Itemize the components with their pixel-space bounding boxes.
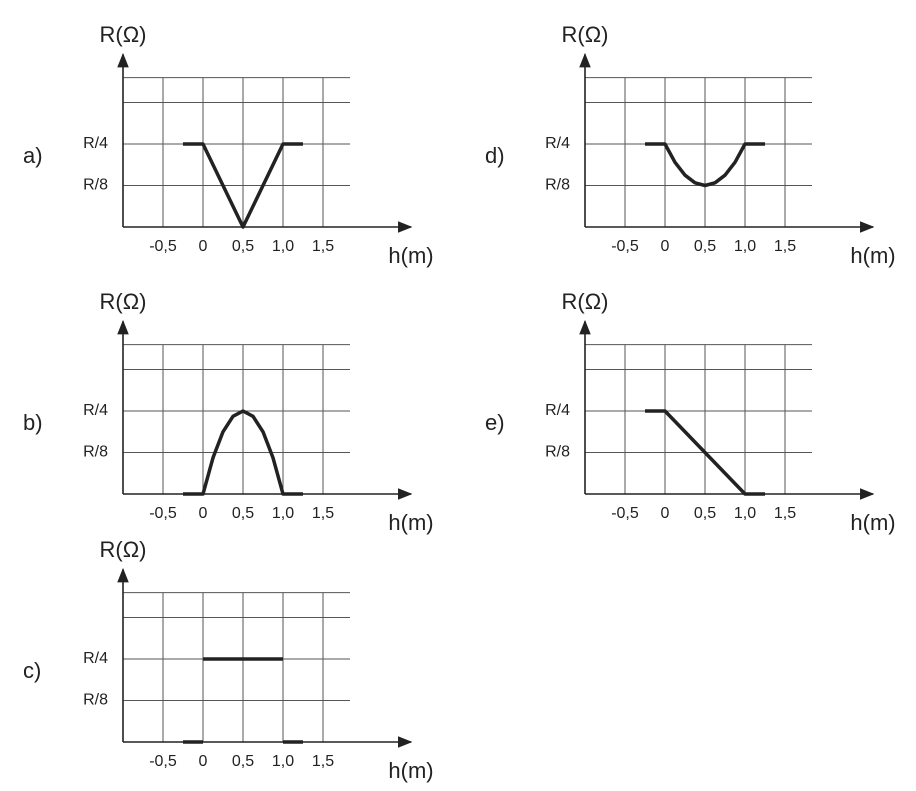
option-label: c) [23, 658, 41, 683]
y-tick-label: R/4 [545, 135, 570, 152]
x-tick-label: 1,5 [312, 238, 334, 255]
x-tick-label: 0 [199, 505, 208, 522]
x-tick-label: 1,5 [774, 505, 796, 522]
x-tick-label: 0,5 [232, 753, 254, 770]
y-tick-label: R/8 [545, 177, 570, 194]
x-tick-label: 0 [661, 238, 670, 255]
x-tick-label: 1,5 [312, 753, 334, 770]
y-tick-label: R/4 [83, 135, 108, 152]
x-tick-label: 1,0 [734, 238, 756, 255]
x-tick-label: 0,5 [232, 505, 254, 522]
x-axis-label: h(m) [388, 243, 433, 268]
option-label: e) [485, 410, 505, 435]
x-tick-label: -0,5 [149, 753, 177, 770]
y-tick-label: R/4 [83, 650, 108, 667]
y-tick-label: R/8 [83, 177, 108, 194]
x-axis-label: h(m) [388, 510, 433, 535]
panel: -0,5 0 0,5 1,0 1,5 R/4 R/8 R(Ω) h(m) c) [23, 537, 434, 783]
x-tick-label: -0,5 [611, 505, 639, 522]
y-tick-label: R/4 [83, 402, 108, 419]
x-tick-label: 1,0 [734, 505, 756, 522]
panel: -0,5 0 0,5 1,0 1,5 R/4 R/8 R(Ω) h(m) e) [485, 289, 896, 535]
x-tick-label: 0 [661, 505, 670, 522]
x-tick-label: 1,0 [272, 238, 294, 255]
y-axis-label: R(Ω) [562, 289, 609, 314]
panel: -0,5 0 0,5 1,0 1,5 R/4 R/8 R(Ω) h(m) d) [485, 22, 896, 268]
x-tick-label: 1,5 [774, 238, 796, 255]
y-tick-label: R/8 [83, 692, 108, 709]
x-tick-label: 1,0 [272, 505, 294, 522]
x-tick-label: 1,0 [272, 753, 294, 770]
panel: -0,5 0 0,5 1,0 1,5 R/4 R/8 R(Ω) h(m) a) [23, 22, 434, 268]
y-axis-label: R(Ω) [562, 22, 609, 47]
option-label: b) [23, 410, 43, 435]
x-axis-label: h(m) [388, 758, 433, 783]
y-axis-label: R(Ω) [100, 22, 147, 47]
y-tick-label: R/8 [545, 444, 570, 461]
data-line [645, 409, 765, 496]
y-tick-label: R/8 [83, 444, 108, 461]
y-axis-label: R(Ω) [100, 289, 147, 314]
x-axis-label: h(m) [850, 510, 895, 535]
x-tick-label: 0,5 [232, 238, 254, 255]
data-line [183, 142, 303, 229]
x-tick-label: 0 [199, 753, 208, 770]
x-tick-label: -0,5 [611, 238, 639, 255]
x-axis-label: h(m) [850, 243, 895, 268]
x-tick-label: 0,5 [694, 505, 716, 522]
panel: -0,5 0 0,5 1,0 1,5 R/4 R/8 R(Ω) h(m) b) [23, 289, 434, 535]
x-tick-label: 0,5 [694, 238, 716, 255]
y-axis-label: R(Ω) [100, 537, 147, 562]
data-line [183, 409, 303, 496]
x-tick-label: 1,5 [312, 505, 334, 522]
x-tick-label: 0 [199, 238, 208, 255]
x-tick-label: -0,5 [149, 238, 177, 255]
y-tick-label: R/4 [545, 402, 570, 419]
data-line [645, 142, 765, 188]
data-line [183, 657, 303, 744]
option-label: a) [23, 143, 43, 168]
x-tick-label: -0,5 [149, 505, 177, 522]
option-label: d) [485, 143, 505, 168]
